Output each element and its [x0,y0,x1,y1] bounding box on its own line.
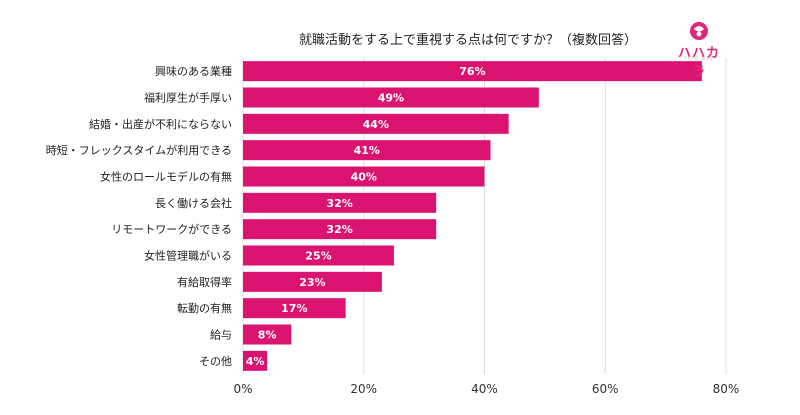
category-labels: 興味のある業種福利厚生が手厚い結婚・出産が不利にならない時短・フレックスタイムが… [46,64,232,368]
x-axis-ticks: 0% 20% 40% 60% 80% [233,382,739,396]
category-label: 結婚・出産が不利にならない [89,117,232,131]
category-label: 転勤の有無 [177,301,232,315]
bar-value-label: 17% [281,302,307,315]
x-tick-label: 80% [713,382,740,396]
bar-value-label: 76% [459,65,485,78]
category-label: 興味のある業種 [155,64,232,78]
logo-text: ハハカラ [677,46,720,80]
bar [243,87,539,108]
bar-value-label: 4% [246,355,265,368]
bar [243,350,268,371]
bars: 76% 49% 44% 41% 40% 32% 32% 25% 23% 17% 8% 4% [243,61,702,371]
bar-value-label: 25% [305,250,331,263]
logo-icon [690,22,708,40]
bar [243,245,394,266]
bar-value-label: 8% [258,329,277,342]
bar [243,324,292,345]
logo-subtext: TOYO WEB [684,56,714,61]
category-label: 給与 [210,328,232,342]
x-tick-label: 60% [592,382,619,396]
bar [243,219,437,240]
bar [243,140,491,161]
bar-value-label: 40% [351,171,377,184]
bar [243,298,346,319]
category-label: リモートワークができる [111,222,232,236]
category-label: 福利厚生が手厚い [144,91,232,105]
category-label: 長く働ける会社 [155,196,232,210]
bar [243,113,509,134]
chart-title: 就職活動をする上で重視する点は何ですか？（複数回答） [299,32,637,48]
bar [243,166,485,187]
bar-value-label: 41% [354,144,380,157]
category-label: 女性管理職がいる [144,249,232,263]
bar-value-label: 44% [363,118,389,131]
category-label: 有給取得率 [177,275,232,289]
bar [243,192,437,213]
bar [243,61,702,82]
x-tick-label: 40% [471,382,498,396]
bar-value-label: 49% [378,92,404,105]
bar-value-label: 23% [299,276,325,289]
bar [243,271,382,292]
category-label: 女性のロールモデルの有無 [100,170,232,184]
bar-value-label: 32% [326,223,352,236]
x-tick-label: 0% [233,382,252,396]
brand-logo: ハハカラ TOYO WEB [673,20,725,80]
gridlines [242,58,727,374]
bar-value-label: 32% [326,197,352,210]
category-label: 時短・フレックスタイムが利用できる [46,143,232,157]
x-tick-label: 20% [350,382,377,396]
category-label: その他 [199,355,232,368]
